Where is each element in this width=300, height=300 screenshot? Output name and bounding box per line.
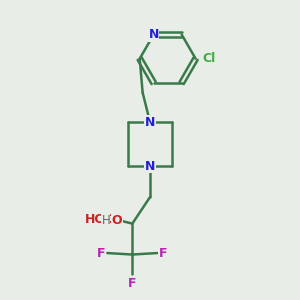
Text: O: O xyxy=(103,213,114,226)
Text: N: N xyxy=(145,160,155,173)
Text: HO: HO xyxy=(85,213,106,226)
Text: N: N xyxy=(148,28,159,41)
Text: F: F xyxy=(97,247,106,260)
Text: H: H xyxy=(101,214,110,227)
Text: O: O xyxy=(112,214,122,227)
Text: F: F xyxy=(128,277,136,290)
Text: N: N xyxy=(145,116,155,128)
Text: H: H xyxy=(94,213,104,226)
Text: Cl: Cl xyxy=(202,52,215,65)
Text: F: F xyxy=(159,247,167,260)
